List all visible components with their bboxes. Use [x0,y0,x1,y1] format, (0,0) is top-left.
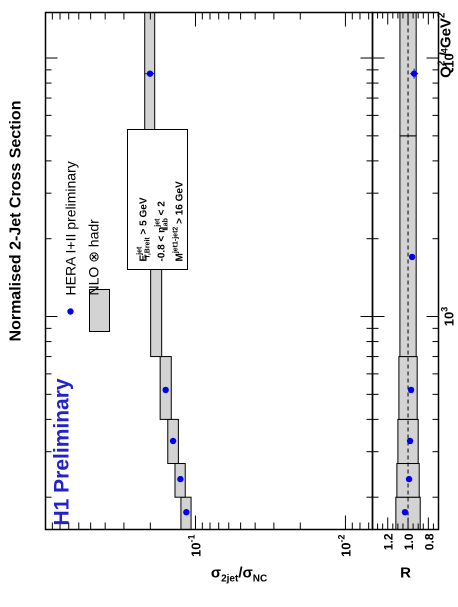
h1-preliminary-watermark: H1 Preliminary [51,378,74,525]
ratio-data-point [407,386,415,394]
y-tick-label: 10-2 [336,535,353,557]
x-tick-label: 103 [440,307,457,326]
y-axis-title: σ2jet/σNC [211,565,267,585]
data-point [169,437,177,445]
ratio-data-point [401,508,409,516]
legend-label-data: HERA I+II preliminary [63,161,79,295]
cuts-box [127,129,188,270]
data-point [183,508,190,516]
y-tick-label: 10-1 [186,535,203,557]
ratio-data-point [406,437,414,445]
ratio-axis-title: R [400,565,411,582]
cut-label: Mjet1-jet2 > 16 GeV [173,181,186,261]
ratio-data-point [405,475,413,483]
data-point [162,386,169,394]
ratio-y-tick-label: 1.2 [382,533,396,550]
legend-band-swatch [89,289,110,332]
x-tick-label: 104 [440,48,457,67]
ratio-panel-frame [371,11,440,531]
ratio-y-tick-label: 0.8 [422,533,436,550]
x-axis-title: Q2 / GeV2 [437,12,455,78]
data-point [177,475,184,483]
ratio-y-tick-label: 1.0 [402,533,416,550]
ratio-data-point [410,70,418,77]
cut-label: EjetT,Breit > 5 GeV [137,197,152,261]
cut-label: -0.8 < ηjetLab < 2 [155,201,170,262]
chart-title: Normalised 2-Jet Cross Section [8,101,25,342]
ratio-data-point [408,253,416,261]
legend-data-marker [67,308,74,315]
legend-label-nlo: NLO ⊗ hadr [86,219,102,296]
